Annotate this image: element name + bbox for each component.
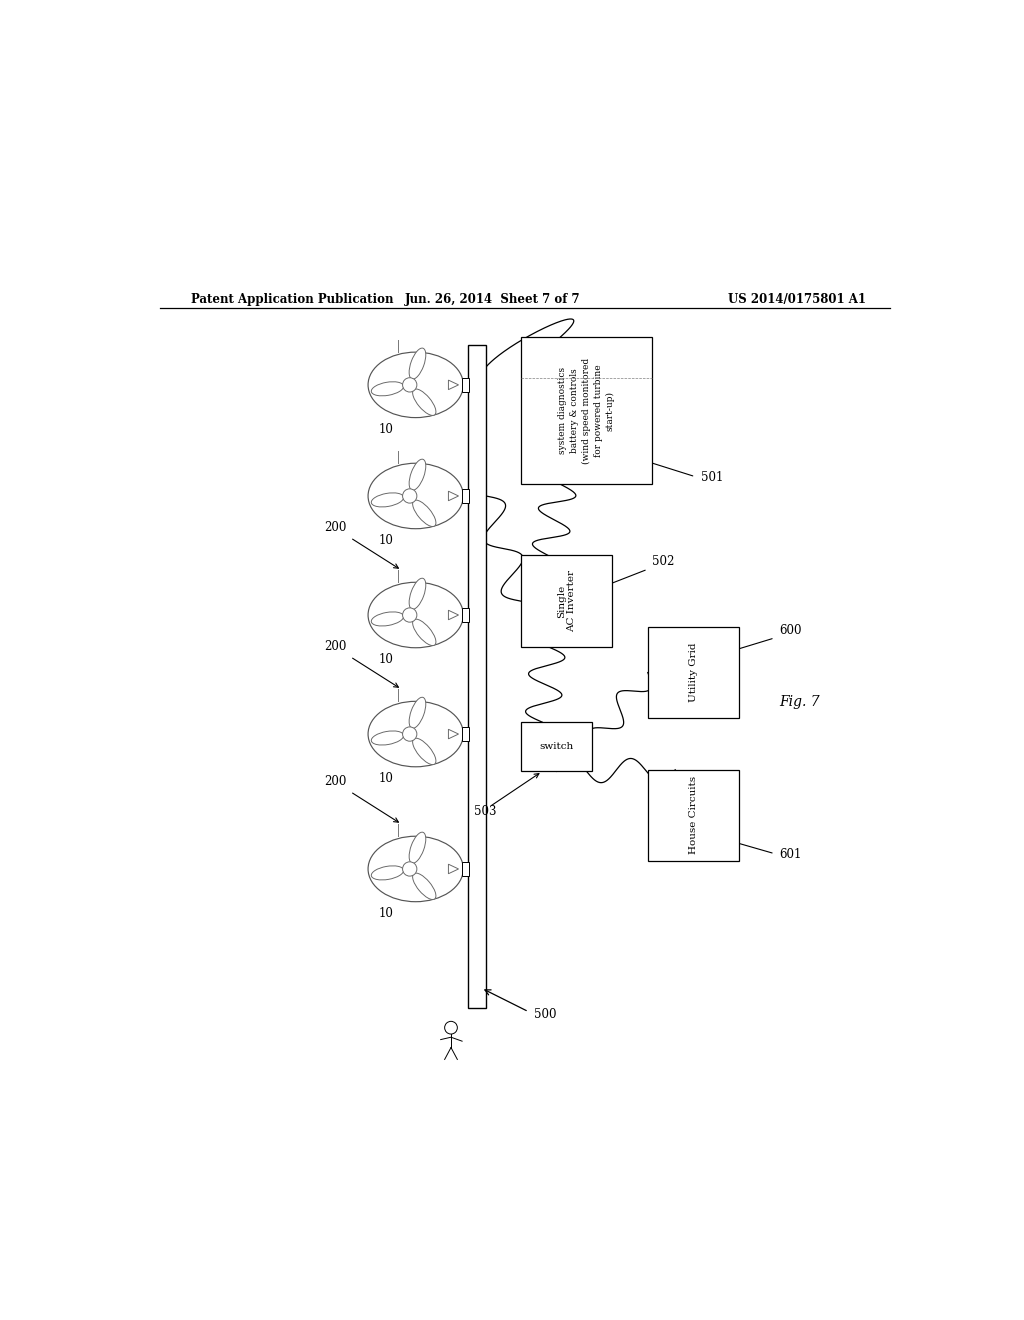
Ellipse shape [410,348,426,379]
Bar [462,609,469,622]
Polygon shape [449,491,459,500]
Ellipse shape [413,500,436,527]
Bar [462,727,469,742]
Ellipse shape [413,873,436,899]
Polygon shape [449,610,459,620]
Ellipse shape [368,463,463,529]
Bar [521,556,612,647]
Circle shape [402,378,417,392]
Circle shape [402,609,417,622]
Text: 501: 501 [701,471,723,484]
Text: US 2014/0175801 A1: US 2014/0175801 A1 [728,293,866,306]
Bar [468,346,486,1008]
Text: House Circuits: House Circuits [689,776,698,854]
Circle shape [402,488,417,503]
Text: system diagnostics
battery & controls
(wind speed monitored
for powered turbine
: system diagnostics battery & controls (w… [558,358,614,463]
Ellipse shape [413,738,436,764]
Text: Jun. 26, 2014  Sheet 7 of 7: Jun. 26, 2014 Sheet 7 of 7 [406,293,581,306]
Polygon shape [449,729,459,739]
Text: 502: 502 [652,554,674,568]
Bar [648,627,739,718]
Text: 503: 503 [474,805,497,818]
Ellipse shape [368,352,463,417]
Ellipse shape [368,837,463,902]
Text: 601: 601 [779,849,801,861]
Ellipse shape [372,612,403,626]
Text: Fig. 7: Fig. 7 [778,696,819,709]
Ellipse shape [372,381,403,396]
Ellipse shape [372,492,403,507]
Ellipse shape [372,731,403,744]
Ellipse shape [410,697,426,729]
Text: 10: 10 [379,535,393,546]
Ellipse shape [372,866,403,880]
Text: 200: 200 [324,640,346,652]
Bar [462,488,469,503]
Circle shape [402,727,417,742]
Text: 10: 10 [379,653,393,667]
Text: 200: 200 [324,775,346,788]
Polygon shape [449,380,459,389]
Ellipse shape [368,701,463,767]
Polygon shape [449,865,459,874]
Text: Patent Application Publication: Patent Application Publication [191,293,394,306]
Bar [648,770,739,861]
Bar [462,378,469,392]
Bar [462,862,469,876]
Bar [521,337,652,484]
Ellipse shape [410,832,426,863]
Text: 600: 600 [779,624,801,638]
Circle shape [444,1022,458,1034]
Text: Utility Grid: Utility Grid [689,643,698,702]
Text: 10: 10 [379,907,393,920]
Text: switch: switch [540,742,573,751]
Circle shape [402,862,417,876]
Ellipse shape [413,619,436,645]
Text: 200: 200 [324,520,346,533]
Ellipse shape [410,459,426,490]
Text: 10: 10 [379,772,393,785]
Text: 10: 10 [379,422,393,436]
Ellipse shape [410,578,426,610]
Text: 500: 500 [535,1007,557,1020]
Text: Single
AC Inverter: Single AC Inverter [557,570,577,632]
Ellipse shape [368,582,463,648]
Bar [521,722,592,771]
Ellipse shape [413,389,436,416]
